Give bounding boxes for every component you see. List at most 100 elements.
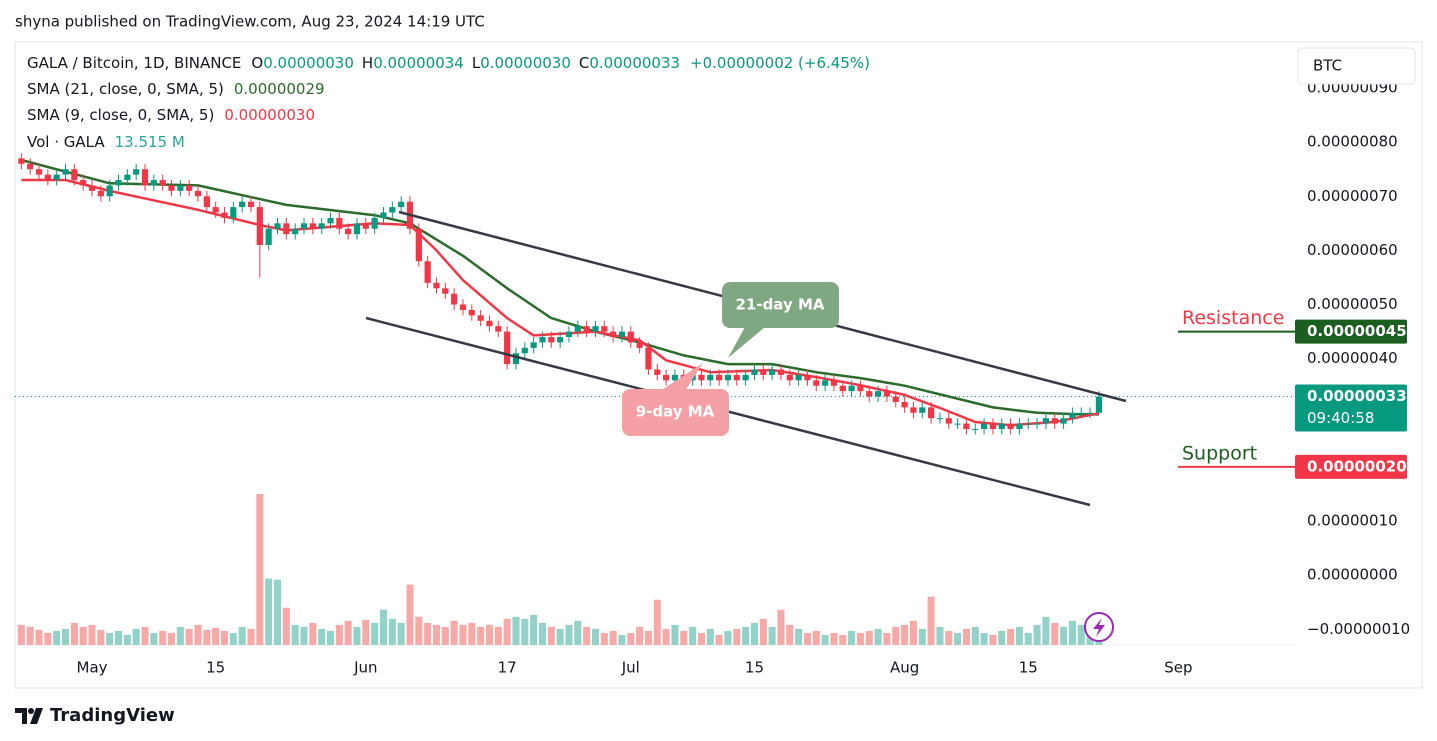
candle-body <box>512 353 520 365</box>
y-tick-label: 0.00000080 <box>1307 133 1398 151</box>
candle-body <box>724 374 732 381</box>
volume-bar <box>733 628 741 645</box>
candle-body <box>972 429 979 431</box>
candle-body <box>283 223 290 235</box>
volume-bar <box>715 634 723 645</box>
candle-body <box>97 190 104 197</box>
volume-bar <box>123 634 131 645</box>
volume-bar <box>141 626 149 645</box>
volume-bar <box>636 626 644 645</box>
y-tick-label: 0.00000000 <box>1307 566 1398 584</box>
candle-body <box>27 163 34 170</box>
volume-bar <box>150 632 158 645</box>
callout-text: 21-day MA <box>735 296 824 314</box>
volume-bar <box>706 628 714 645</box>
candle-body <box>1051 418 1058 424</box>
volume-bar <box>106 632 114 645</box>
ohlc-key: O <box>251 54 263 72</box>
level-name: Support <box>1182 442 1257 464</box>
candle-body <box>557 337 564 343</box>
candle-body <box>998 423 1005 430</box>
volume-bar <box>494 626 502 645</box>
volume-bar <box>918 628 926 645</box>
volume-bar <box>1007 628 1015 645</box>
candle-body <box>1086 412 1094 414</box>
volume-bar <box>459 624 467 645</box>
series-last: 0.00000030 <box>224 106 315 124</box>
x-tick-label: May <box>77 659 108 677</box>
volume-bar <box>1033 624 1041 645</box>
volume-bar <box>768 626 776 645</box>
volume-bar <box>521 618 529 645</box>
volume-bar <box>954 632 962 645</box>
candle-body <box>124 174 131 181</box>
volume-bar <box>600 632 608 645</box>
candle-body <box>345 228 352 235</box>
volume-bar <box>468 622 476 645</box>
volume-bar <box>362 619 370 645</box>
volume-bar <box>777 609 785 645</box>
candle-body <box>62 169 69 175</box>
candle-body <box>777 369 785 375</box>
candle-body <box>795 374 802 381</box>
volume-bar <box>909 620 917 645</box>
candle-body <box>742 374 749 381</box>
volume-bar <box>1024 632 1032 645</box>
volume-bar <box>176 626 184 645</box>
volume-bar <box>759 618 767 645</box>
volume-bar <box>318 628 326 645</box>
volume-bar <box>989 634 997 645</box>
volume-bar <box>194 624 202 645</box>
volume-bar <box>132 628 140 645</box>
candle-body <box>1095 396 1103 413</box>
candle-body <box>35 169 43 175</box>
candle-body <box>415 228 422 262</box>
candle-body <box>760 369 767 375</box>
volume-bar <box>97 629 105 645</box>
volume-bar <box>512 616 520 645</box>
logo <box>15 708 43 724</box>
volume-bar <box>865 630 873 645</box>
volume-bar <box>379 609 388 645</box>
volume-bar <box>821 634 829 645</box>
volume-bar <box>477 626 485 645</box>
volume-bar <box>591 628 600 645</box>
volume-bar <box>300 626 308 645</box>
candle-body <box>1034 423 1041 425</box>
alert-bolt <box>1093 618 1105 637</box>
volume-bar <box>644 630 652 645</box>
candle-body <box>716 374 723 381</box>
x-tick-label: 15 <box>745 659 764 677</box>
x-tick-label: Jul <box>621 659 640 677</box>
candle-body <box>247 201 255 208</box>
candle-body <box>804 374 811 381</box>
candle-body <box>875 391 882 397</box>
series-last: 0.00000029 <box>234 80 325 98</box>
volume-bar <box>26 626 34 645</box>
overlay: 21-day MA 9-day MA BTC TradingView <box>15 47 1416 726</box>
currency-button[interactable] <box>1297 47 1416 85</box>
volume-bar <box>229 632 237 645</box>
candle-body <box>353 223 361 235</box>
candle-body <box>442 288 449 294</box>
last-price-label: 0.00000033 <box>1307 387 1407 405</box>
candle-body <box>389 207 396 213</box>
volume-bar <box>936 626 944 645</box>
candle-body <box>539 337 546 343</box>
brand: TradingView <box>50 705 175 726</box>
candle-body <box>177 185 184 191</box>
legend-ohlc: GALA / Bitcoin, 1D, BINANCE O0.00000030 H0… <box>27 54 870 72</box>
candle-body <box>159 180 166 186</box>
volume-bar <box>662 628 670 645</box>
volume-bar <box>892 626 900 645</box>
volume-bar <box>618 634 626 645</box>
candle-body <box>769 369 776 375</box>
y-tick-label: 0.00000050 <box>1307 295 1398 313</box>
candle-body <box>468 309 475 316</box>
volume-bar <box>485 624 494 645</box>
candle-body <box>433 282 440 289</box>
candle-body <box>610 331 617 338</box>
candle-body <box>53 174 60 181</box>
ohlc-value: 0.00000034 <box>373 54 464 72</box>
